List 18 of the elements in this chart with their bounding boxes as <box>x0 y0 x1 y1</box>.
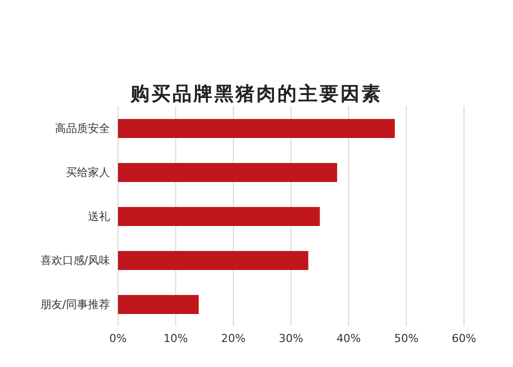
y-tick-label: 高品质安全 <box>55 122 110 135</box>
y-tick-label: 买给家人 <box>66 166 110 179</box>
bar <box>118 295 199 314</box>
y-tick-label: 送礼 <box>88 210 110 223</box>
x-tick-label: 0% <box>109 332 127 345</box>
y-tick-label: 朋友/同事推荐 <box>40 298 110 311</box>
bar <box>118 207 320 226</box>
x-tick-label: 10% <box>163 332 188 345</box>
bar <box>118 251 308 270</box>
chart-title: 购买品牌黑猪肉的主要因素 <box>129 82 384 107</box>
x-tick-label: 60% <box>452 332 476 345</box>
x-tick-label: 50% <box>394 332 419 345</box>
bar <box>118 119 395 138</box>
x-tick-label: 30% <box>278 332 304 345</box>
x-tick-label: 20% <box>221 332 246 345</box>
x-tick-label: 40% <box>336 332 361 345</box>
bar <box>118 163 338 182</box>
y-tick-label: 喜欢口感/风味 <box>40 254 110 267</box>
